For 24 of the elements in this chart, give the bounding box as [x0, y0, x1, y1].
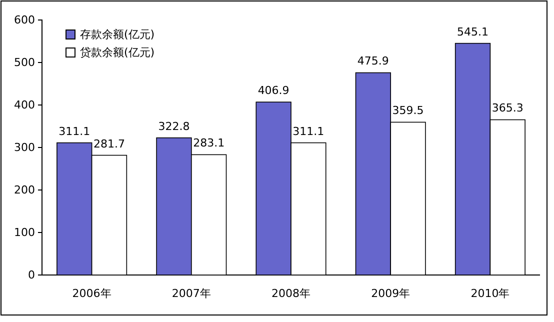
data-label: 359.5 — [392, 104, 424, 118]
x-tick-label: 2007年 — [172, 286, 211, 300]
x-tick-label: 2008年 — [272, 286, 310, 300]
legend-label: 存款余额(亿元) — [80, 28, 155, 41]
data-label: 281.7 — [93, 137, 125, 150]
y-tick-label: 300 — [14, 141, 35, 154]
y-tick-label: 600 — [14, 14, 35, 27]
data-label: 545.1 — [457, 25, 489, 38]
x-tick-label: 2006年 — [72, 286, 112, 300]
y-tick-label: 200 — [14, 184, 35, 197]
legend-label: 贷款余额(亿元) — [80, 46, 155, 59]
x-tick-label: 2009年 — [371, 286, 410, 300]
y-tick-label: 500 — [14, 56, 35, 70]
y-tick-label: 0 — [28, 268, 35, 282]
y-tick-label: 400 — [14, 98, 35, 112]
data-label: 365.3 — [492, 102, 524, 115]
data-label: 311.1 — [292, 124, 324, 138]
y-tick-label: 100 — [14, 226, 35, 240]
data-label: 322.8 — [158, 120, 190, 133]
data-label: 283.1 — [193, 136, 225, 150]
data-label: 406.9 — [258, 84, 290, 98]
data-label: 311.1 — [58, 124, 90, 138]
data-label: 475.9 — [357, 54, 389, 68]
x-tick-label: 2010年 — [470, 286, 510, 300]
